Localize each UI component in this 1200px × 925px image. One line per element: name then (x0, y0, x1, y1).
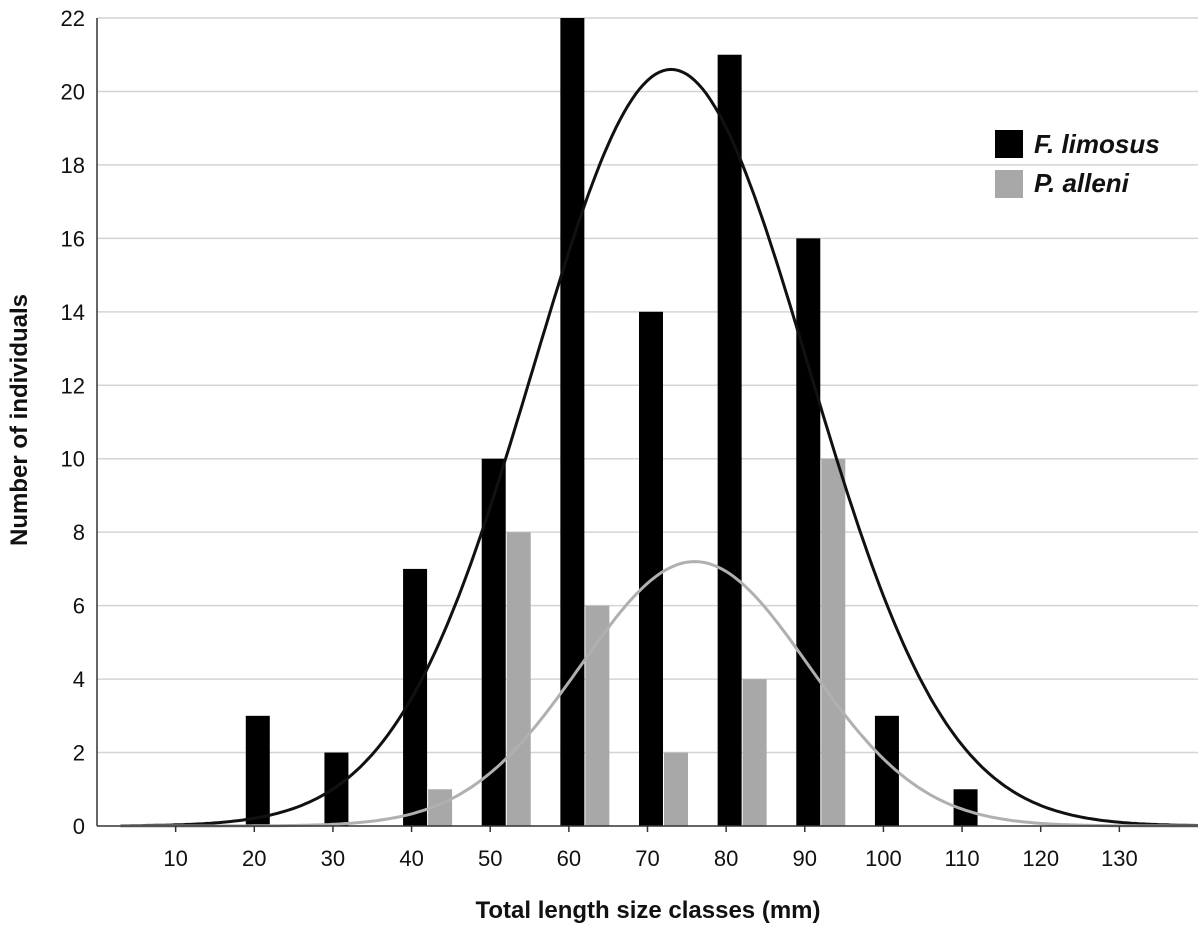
x-tick-label-30: 30 (321, 846, 345, 871)
fit-curve-f-limosus (120, 67, 1199, 828)
bar-p-alleni-60 (585, 605, 610, 826)
x-tick-label-130: 130 (1101, 846, 1138, 871)
legend-swatch-f-limosus (995, 130, 1023, 158)
x-tick-label-110: 110 (945, 846, 980, 871)
x-tick-label-10: 10 (163, 846, 187, 871)
bar-f-limosus-90 (796, 238, 821, 826)
tick-labels: 0 2 4 6 8 10 12 14 16 18 20 22 10 20 30 40 50 60 70 80 90 100… (61, 6, 1138, 871)
x-axis-title: Total length size classes (mm) (476, 897, 821, 924)
axes (96, 18, 1198, 832)
bar-p-alleni-70 (664, 752, 688, 826)
x-tick-label-20: 20 (242, 846, 266, 871)
y-tick-label-12: 12 (61, 373, 85, 398)
y-tick-label-0: 0 (73, 814, 85, 839)
legend: F. limosus P. alleni (995, 129, 1160, 198)
y-tick-label-6: 6 (73, 594, 85, 619)
y-tick-label-8: 8 (73, 520, 85, 545)
y-tick-label-22: 22 (61, 6, 85, 31)
y-tick-label-4: 4 (73, 667, 85, 692)
legend-label-p-alleni: P. alleni (1034, 168, 1130, 198)
x-tick-label-50: 50 (478, 846, 502, 871)
bar-p-alleni-80 (742, 679, 767, 826)
bar-f-limosus-80 (717, 54, 742, 826)
x-tick-label-80: 80 (714, 846, 738, 871)
y-tick-label-16: 16 (61, 226, 85, 251)
bar-f-limosus-20 (245, 715, 270, 826)
legend-swatch-p-alleni (995, 170, 1023, 198)
legend-label-f-limosus: F. limosus (1034, 129, 1160, 159)
bar-p-alleni-90 (821, 458, 846, 826)
y-axis-title: Number of individuals (6, 294, 33, 546)
x-tick-label-70: 70 (635, 846, 659, 871)
bar-f-limosus-40 (403, 568, 428, 826)
y-tick-label-10: 10 (61, 447, 85, 472)
y-tick-label-18: 18 (61, 153, 85, 178)
x-tick-label-90: 90 (793, 846, 817, 871)
x-tick-label-40: 40 (399, 846, 423, 871)
bar-p-alleni-50 (506, 532, 531, 826)
bar-f-limosus-30 (324, 752, 349, 826)
y-tick-label-2: 2 (73, 741, 85, 766)
x-tick-label-100: 100 (865, 846, 902, 871)
bar-f-limosus-60 (560, 18, 585, 826)
bar-f-limosus-70 (639, 311, 663, 826)
y-tick-label-20: 20 (61, 79, 85, 104)
x-tick-label-60: 60 (557, 846, 581, 871)
x-tick-label-120: 120 (1022, 846, 1059, 871)
y-tick-label-14: 14 (61, 300, 85, 325)
